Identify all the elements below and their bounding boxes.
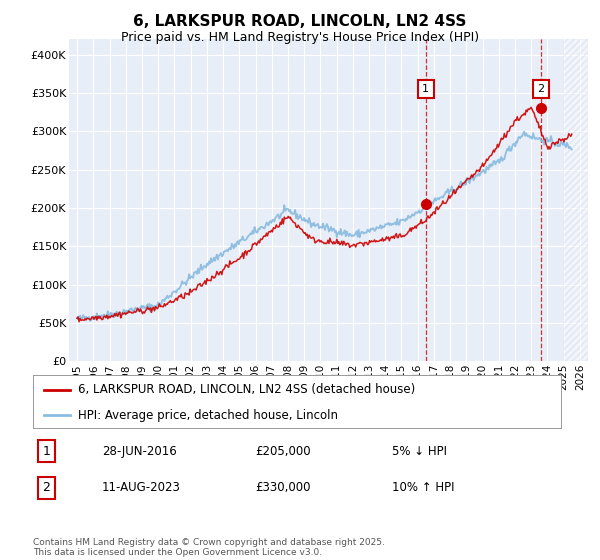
Text: 11-AUG-2023: 11-AUG-2023 (101, 481, 181, 494)
Text: £205,000: £205,000 (255, 445, 310, 458)
Text: £330,000: £330,000 (255, 481, 310, 494)
Text: 2: 2 (42, 481, 50, 494)
Text: 2: 2 (538, 84, 545, 94)
Text: 6, LARKSPUR ROAD, LINCOLN, LN2 4SS (detached house): 6, LARKSPUR ROAD, LINCOLN, LN2 4SS (deta… (78, 383, 415, 396)
Text: 28-JUN-2016: 28-JUN-2016 (101, 445, 176, 458)
Text: 1: 1 (422, 84, 430, 94)
Text: 6, LARKSPUR ROAD, LINCOLN, LN2 4SS: 6, LARKSPUR ROAD, LINCOLN, LN2 4SS (133, 14, 467, 29)
Text: 5% ↓ HPI: 5% ↓ HPI (392, 445, 447, 458)
Bar (563, 39, 588, 361)
Text: 10% ↑ HPI: 10% ↑ HPI (392, 481, 455, 494)
Text: 1: 1 (42, 445, 50, 458)
Text: Contains HM Land Registry data © Crown copyright and database right 2025.
This d: Contains HM Land Registry data © Crown c… (33, 538, 385, 557)
Text: HPI: Average price, detached house, Lincoln: HPI: Average price, detached house, Linc… (78, 409, 338, 422)
Text: Price paid vs. HM Land Registry's House Price Index (HPI): Price paid vs. HM Land Registry's House … (121, 31, 479, 44)
